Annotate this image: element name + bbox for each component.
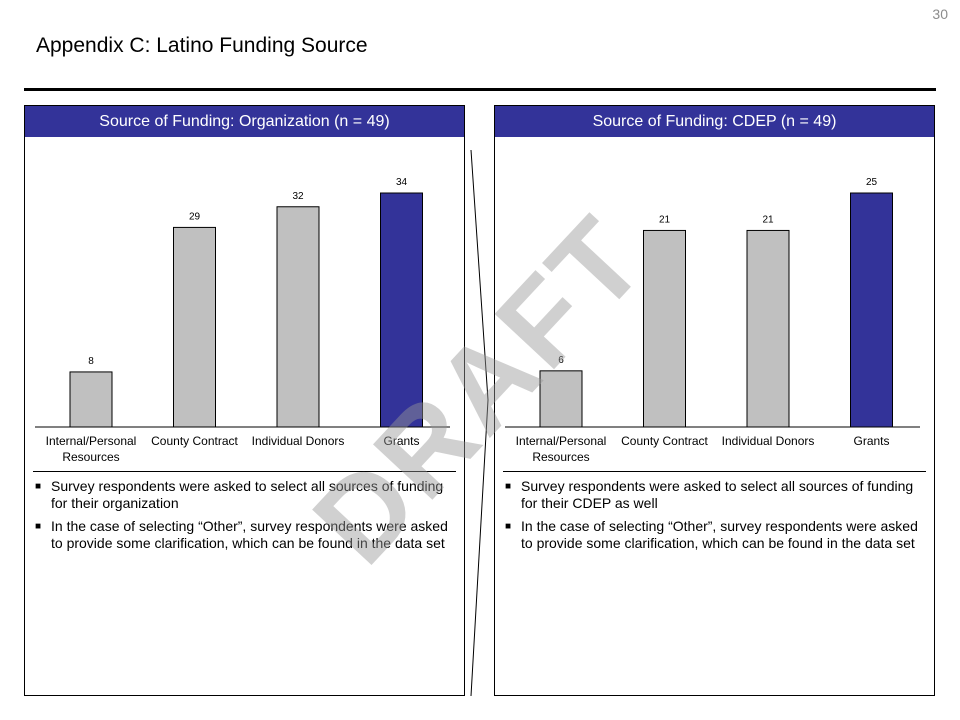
chevron-arrow-icon xyxy=(470,149,489,696)
bar-2 xyxy=(276,206,320,428)
category-label: County Contract xyxy=(621,434,708,448)
page-title: Appendix C: Latino Funding Source xyxy=(36,34,368,57)
category-label: Resources xyxy=(532,450,589,464)
category-label: Individual Donors xyxy=(252,434,345,448)
data-label: 34 xyxy=(396,177,408,188)
category-label: Resources xyxy=(62,450,119,464)
data-label: 21 xyxy=(659,214,671,225)
bar-2 xyxy=(746,229,790,428)
page-number: 30 xyxy=(932,6,948,22)
bar-3 xyxy=(380,192,423,428)
notes-divider xyxy=(33,471,456,472)
note-item: ■ Survey respondents were asked to select… xyxy=(33,478,453,512)
bullet-icon: ■ xyxy=(35,481,42,492)
bar-0 xyxy=(539,370,583,428)
bullet-icon: ■ xyxy=(35,521,42,532)
data-label: 8 xyxy=(88,356,94,367)
organization-funding-header: Source of Funding: Organization (n = 49) xyxy=(25,106,464,137)
category-label: Internal/Personal xyxy=(516,434,607,448)
category-label: Grants xyxy=(853,434,889,448)
data-label: 21 xyxy=(762,214,774,225)
category-label: Individual Donors xyxy=(722,434,815,448)
cdep-funding-header: Source of Funding: CDEP (n = 49) xyxy=(495,106,934,137)
note-text: In the case of selecting “Other”, survey… xyxy=(51,518,448,551)
organization-notes: ■ Survey respondents were asked to select… xyxy=(33,478,453,558)
data-label: 25 xyxy=(866,177,878,188)
bar-1 xyxy=(643,229,686,428)
category-label: Grants xyxy=(383,434,419,448)
bullet-icon: ■ xyxy=(505,521,512,532)
arrow-divider xyxy=(470,149,489,696)
note-text: Survey respondents were asked to select … xyxy=(51,478,444,511)
note-item: ■ Survey respondents were asked to select… xyxy=(503,478,923,512)
note-text: Survey respondents were asked to select … xyxy=(521,478,914,511)
bar-1 xyxy=(173,226,216,428)
category-label: Internal/Personal xyxy=(46,434,137,448)
cdep-funding-chart: 6 Internal/Personal Resources 21 County Cont… xyxy=(505,177,920,464)
bar-0 xyxy=(69,371,113,428)
bullet-icon: ■ xyxy=(505,481,512,492)
category-label: County Contract xyxy=(151,434,238,448)
bar-3 xyxy=(850,192,893,428)
title-divider xyxy=(24,88,936,91)
organization-funding-panel: Source of Funding: Organization (n = 49)… xyxy=(24,105,465,696)
data-label: 29 xyxy=(189,211,201,222)
cdep-notes: ■ Survey respondents were asked to select… xyxy=(503,478,923,558)
note-item: ■ In the case of selecting “Other”, surve… xyxy=(33,518,453,552)
data-label: 32 xyxy=(292,191,304,202)
note-item: ■ In the case of selecting “Other”, surve… xyxy=(503,518,923,552)
notes-divider xyxy=(503,471,926,472)
organization-funding-chart: 8 Internal/Personal Resources 29 County Cont… xyxy=(35,177,450,464)
note-text: In the case of selecting “Other”, survey… xyxy=(521,518,918,551)
cdep-funding-panel: Source of Funding: CDEP (n = 49) 6 Intern… xyxy=(494,105,935,696)
data-label: 6 xyxy=(558,355,564,366)
